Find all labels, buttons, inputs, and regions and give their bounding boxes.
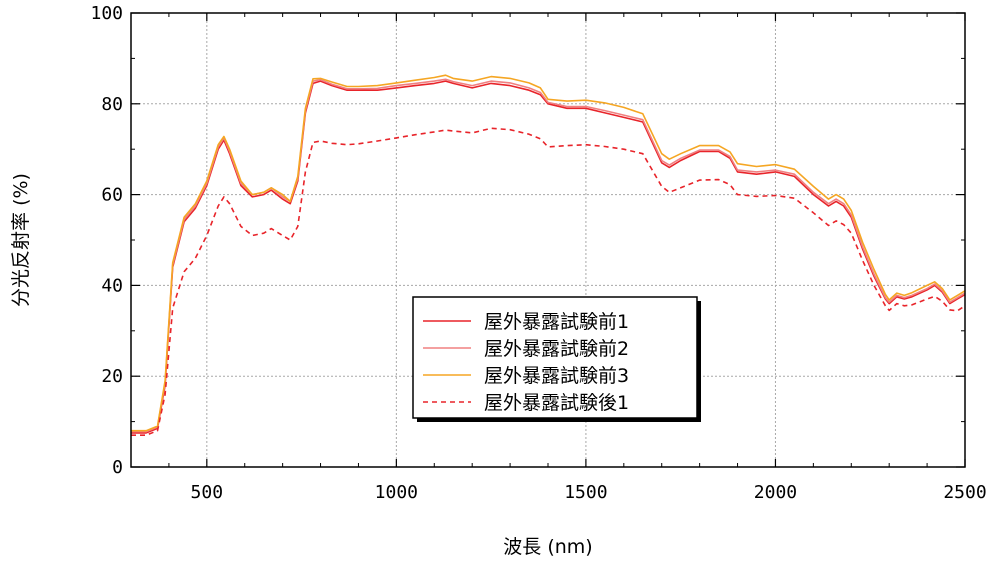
y-tick-label: 60	[101, 185, 123, 206]
series-line-2	[131, 78, 966, 433]
series-line-1	[131, 80, 966, 434]
tick-labels: 500 1000 1500 2000 2500 0 20 40 60 80 100	[90, 3, 986, 503]
x-tick-label: 2500	[943, 482, 986, 503]
y-tick-label: 100	[90, 3, 123, 24]
y-tick-label: 0	[112, 457, 123, 478]
x-tick-label: 1500	[564, 482, 607, 503]
y-tick-label: 20	[101, 366, 123, 387]
legend-label-4: 屋外暴露試験後1	[484, 392, 629, 414]
legend: 屋外暴露試験前1 屋外暴露試験前2 屋外暴露試験前3 屋外暴露試験後1	[412, 296, 701, 422]
y-axis-title: 分光反射率 (%)	[10, 173, 32, 307]
legend-label-1: 屋外暴露試験前1	[484, 311, 629, 333]
y-tick-label: 40	[101, 275, 123, 296]
series-line-3	[131, 74, 966, 432]
legend-box	[412, 296, 698, 419]
y-tick-label: 80	[101, 94, 123, 115]
x-axis-title: 波長 (nm)	[503, 536, 592, 558]
x-tick-label: 2000	[754, 482, 797, 503]
x-tick-label: 1000	[375, 482, 418, 503]
axis-ticks	[131, 12, 966, 468]
series-lines	[131, 74, 966, 437]
x-tick-label: 500	[191, 482, 224, 503]
legend-label-2: 屋外暴露試験前2	[484, 338, 629, 360]
legend-label-3: 屋外暴露試験前3	[484, 365, 629, 387]
